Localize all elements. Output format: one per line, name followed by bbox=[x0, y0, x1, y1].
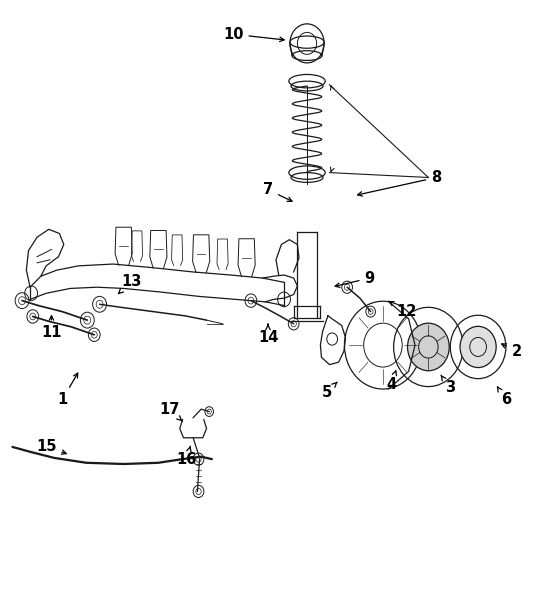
Text: 16: 16 bbox=[176, 446, 197, 467]
Text: 5: 5 bbox=[322, 382, 337, 400]
Text: 11: 11 bbox=[41, 316, 62, 340]
Text: 4: 4 bbox=[386, 371, 397, 392]
Text: 13: 13 bbox=[118, 274, 142, 294]
Text: 8: 8 bbox=[358, 170, 442, 196]
Text: 12: 12 bbox=[389, 301, 417, 319]
Circle shape bbox=[460, 326, 496, 368]
Text: 6: 6 bbox=[497, 387, 511, 408]
Text: 1: 1 bbox=[57, 373, 78, 408]
Text: 9: 9 bbox=[335, 271, 375, 287]
Text: 17: 17 bbox=[159, 401, 182, 421]
Text: 3: 3 bbox=[441, 375, 455, 395]
Text: 10: 10 bbox=[223, 27, 284, 42]
Circle shape bbox=[407, 323, 449, 371]
Text: 14: 14 bbox=[258, 324, 278, 345]
Text: 2: 2 bbox=[502, 344, 522, 359]
Text: 15: 15 bbox=[36, 439, 66, 455]
Text: 7: 7 bbox=[263, 182, 292, 202]
